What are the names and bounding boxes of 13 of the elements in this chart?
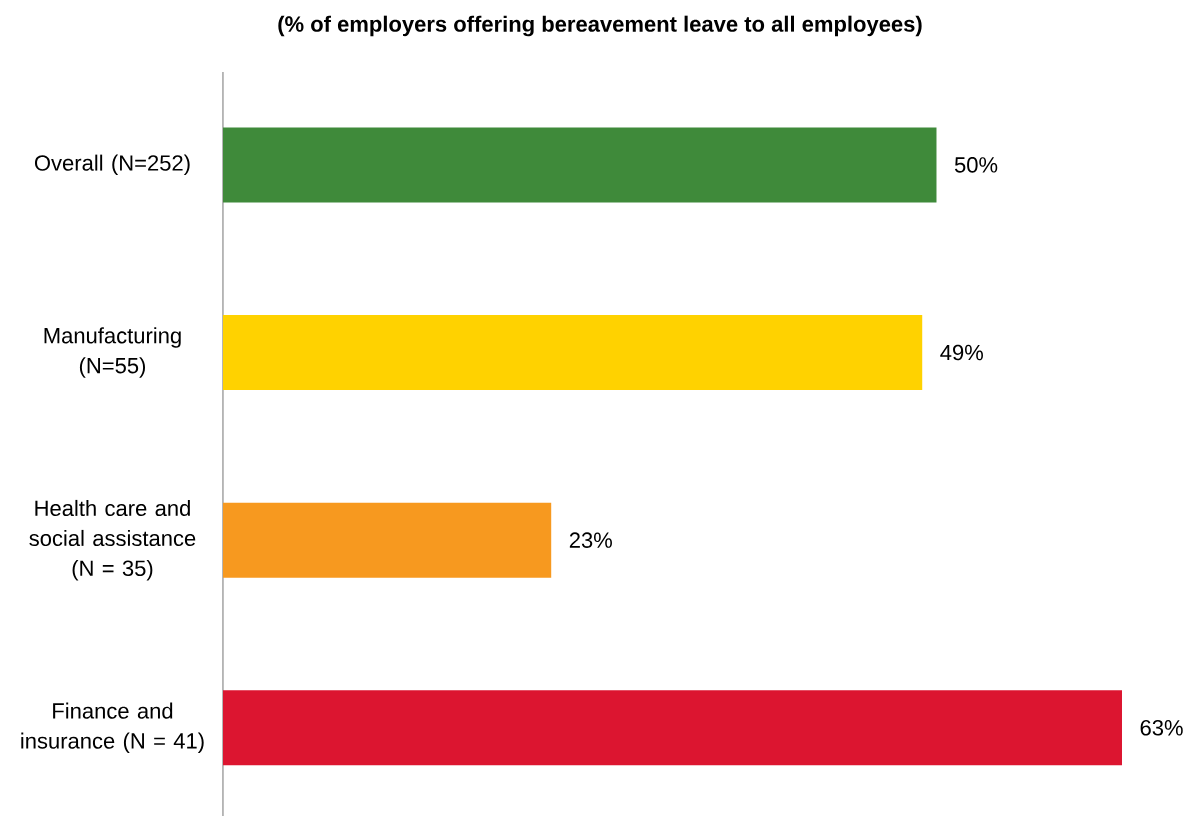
data-label: 49% bbox=[940, 344, 983, 361]
chart-title: (% of employers offering bereavement leave to all employees) bbox=[278, 15, 922, 37]
bar bbox=[223, 127, 937, 203]
bar bbox=[223, 502, 552, 578]
data-label: 50% bbox=[954, 157, 998, 173]
y-tick-label: Manufacturing (N=55) bbox=[44, 327, 181, 378]
y-tick-label: Finance and insurance (N = 41) bbox=[21, 702, 204, 754]
y-tick-label: Overall (N=252) bbox=[34, 154, 190, 176]
bar bbox=[223, 690, 1122, 766]
y-tick-label: Health care and social assistance (N = 35) bbox=[29, 499, 196, 581]
data-label: 63% bbox=[1140, 720, 1183, 736]
data-label: 23% bbox=[569, 532, 612, 548]
bar bbox=[223, 315, 923, 391]
